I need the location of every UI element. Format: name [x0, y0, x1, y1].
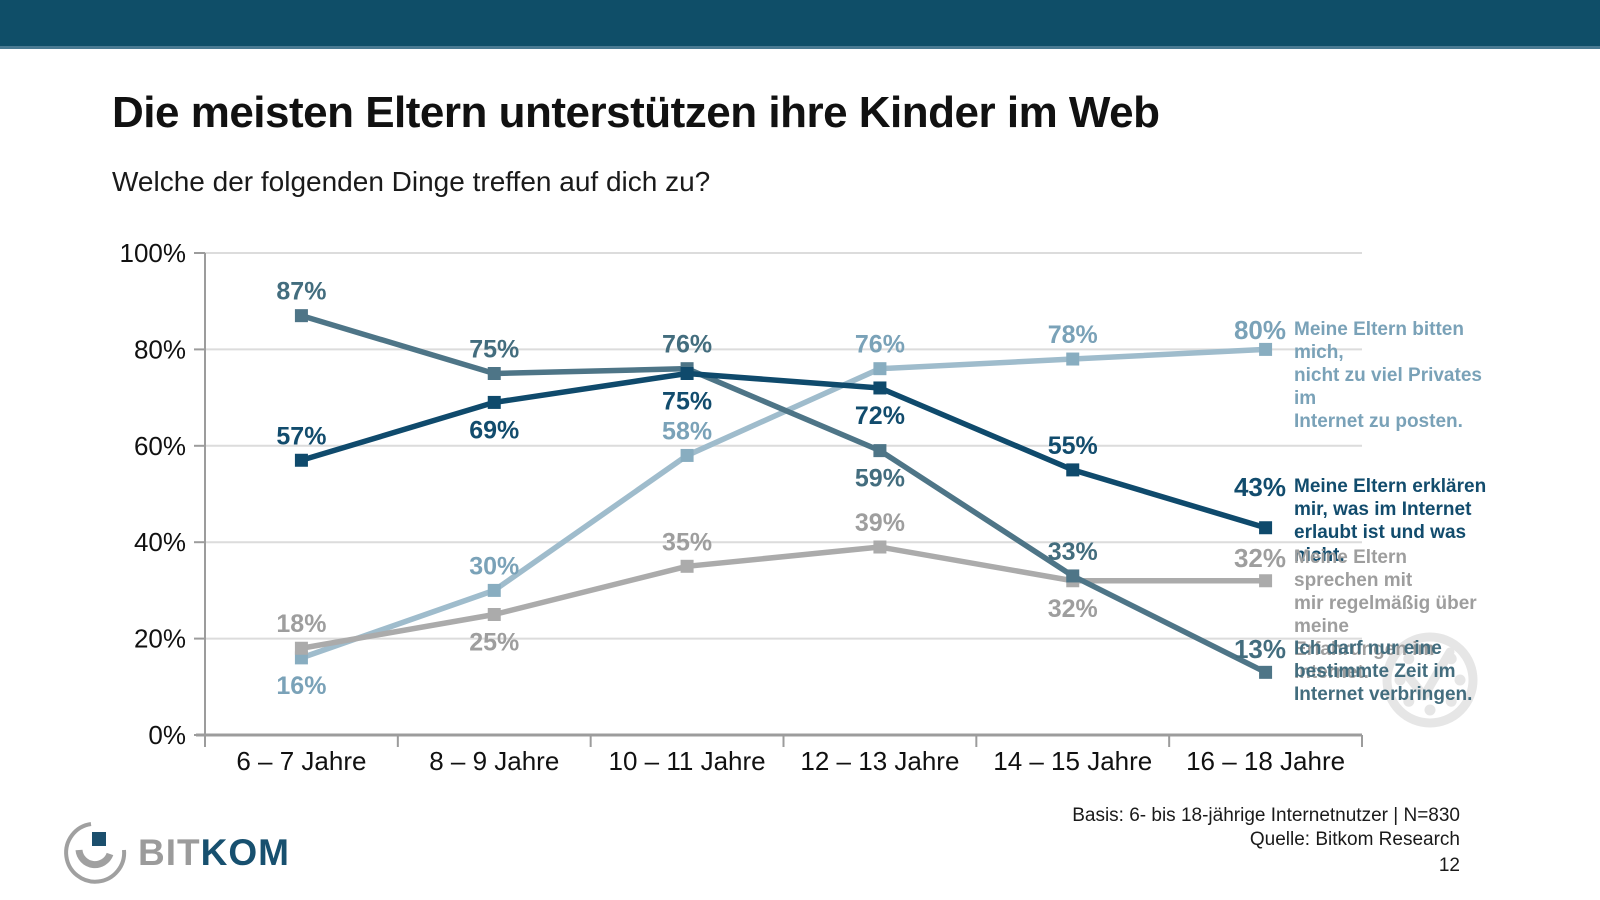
data-point-marker — [680, 448, 694, 462]
data-point-marker — [294, 453, 308, 467]
x-tick-label: 12 – 13 Jahre — [800, 746, 959, 776]
chart-subtitle: Welche der folgenden Dinge treffen auf d… — [112, 166, 711, 197]
point-label: 59% — [855, 465, 905, 493]
point-label: 72% — [855, 402, 905, 430]
data-point-marker — [1259, 521, 1273, 535]
data-point-marker — [487, 608, 501, 621]
legend-value: 43% — [1233, 472, 1286, 502]
point-label: 78% — [1048, 321, 1098, 349]
point-label: 75% — [662, 388, 712, 416]
data-point-marker — [1066, 569, 1080, 583]
header-bar — [0, 0, 1600, 49]
clock-hands — [1403, 647, 1455, 701]
clock-dot — [1454, 674, 1466, 686]
point-label: 39% — [855, 509, 905, 537]
point-label: 76% — [662, 331, 712, 359]
data-point-marker — [1259, 665, 1273, 679]
series-line — [300, 346, 1266, 661]
data-point-marker — [873, 381, 887, 395]
data-point-marker — [487, 583, 501, 597]
legend-label: Meine Eltern sprechen mit mir regelmäßig… — [1294, 547, 1477, 683]
y-tick-label: 60% — [134, 431, 186, 461]
legend-value: 80% — [1233, 315, 1286, 345]
legend-value: 32% — [1233, 543, 1286, 573]
footer: Basis: 6- bis 18-jährige Internetnutzer … — [860, 804, 1460, 878]
footer-source: Quelle: Bitkom Research — [1249, 829, 1460, 850]
legend-label: Ich darf nur eine bestimmte Zeit im Inte… — [1294, 638, 1473, 705]
point-label: 33% — [1048, 538, 1098, 566]
data-point-marker — [487, 395, 501, 409]
x-tick-label: 8 – 9 Jahre — [429, 746, 559, 776]
point-label: 57% — [276, 422, 326, 450]
point-label: 87% — [276, 278, 326, 306]
point-label: 18% — [276, 610, 326, 638]
point-label: 32% — [1048, 595, 1098, 623]
point-label: 35% — [662, 528, 712, 556]
x-tick-label: 16 – 18 Jahre — [1186, 746, 1345, 776]
data-point-marker — [1066, 463, 1080, 477]
clock-dot — [1445, 695, 1457, 707]
x-tick-label: 6 – 7 Jahre — [236, 746, 366, 776]
clock-watermark-icon — [1382, 632, 1478, 728]
point-label: 58% — [662, 417, 712, 445]
data-point-marker — [1259, 574, 1273, 588]
y-tick-label: 0% — [148, 720, 186, 750]
data-point-marker — [873, 540, 887, 554]
page-number: 12 — [1438, 855, 1460, 876]
bitkom-logo-text: BITKOM — [138, 832, 290, 873]
page-title: Die meisten Eltern unterstützen ihre Kin… — [112, 88, 1160, 137]
clock-dot — [1403, 695, 1415, 707]
data-point-marker — [1259, 342, 1273, 356]
data-point-marker — [680, 367, 694, 380]
bitkom-logo-mark — [64, 822, 127, 884]
data-point-marker — [1066, 352, 1080, 366]
y-tick-label: 80% — [134, 334, 186, 364]
y-tick-label: 40% — [134, 527, 186, 557]
point-label: 55% — [1048, 432, 1098, 460]
point-label: 16% — [276, 672, 326, 700]
series-line — [300, 370, 1267, 531]
data-point-marker — [294, 641, 308, 655]
point-label: 25% — [469, 629, 519, 657]
legend-label: Meine Eltern erklären mir, was im Intern… — [1294, 476, 1487, 566]
data-point-marker — [873, 362, 887, 376]
data-point-marker — [294, 309, 308, 323]
clock-dot — [1424, 644, 1436, 656]
bitkom-logo: BITKOM — [58, 818, 318, 888]
point-label: 30% — [469, 552, 519, 580]
x-tick-label: 10 – 11 Jahre — [609, 746, 766, 776]
data-point-marker — [680, 559, 694, 573]
point-label: 69% — [469, 416, 519, 444]
legend-value: 13% — [1233, 634, 1286, 664]
series-line — [300, 313, 1267, 675]
clock-dot — [1403, 653, 1415, 665]
series-line — [300, 544, 1266, 651]
y-tick-label: 100% — [120, 238, 187, 268]
x-tick-label: 14 – 15 Jahre — [993, 746, 1152, 776]
data-point-marker — [873, 444, 887, 458]
clock-dot — [1424, 704, 1436, 716]
legend-label: Meine Eltern bitten mich, nicht zu viel … — [1294, 319, 1482, 432]
point-label: 76% — [855, 331, 905, 359]
clock-dot — [1394, 674, 1406, 686]
point-label: 75% — [469, 336, 519, 364]
y-tick-label: 20% — [134, 624, 186, 654]
footer-basis: Basis: 6- bis 18-jährige Internetnutzer … — [1072, 805, 1460, 826]
data-point-marker — [487, 367, 501, 380]
